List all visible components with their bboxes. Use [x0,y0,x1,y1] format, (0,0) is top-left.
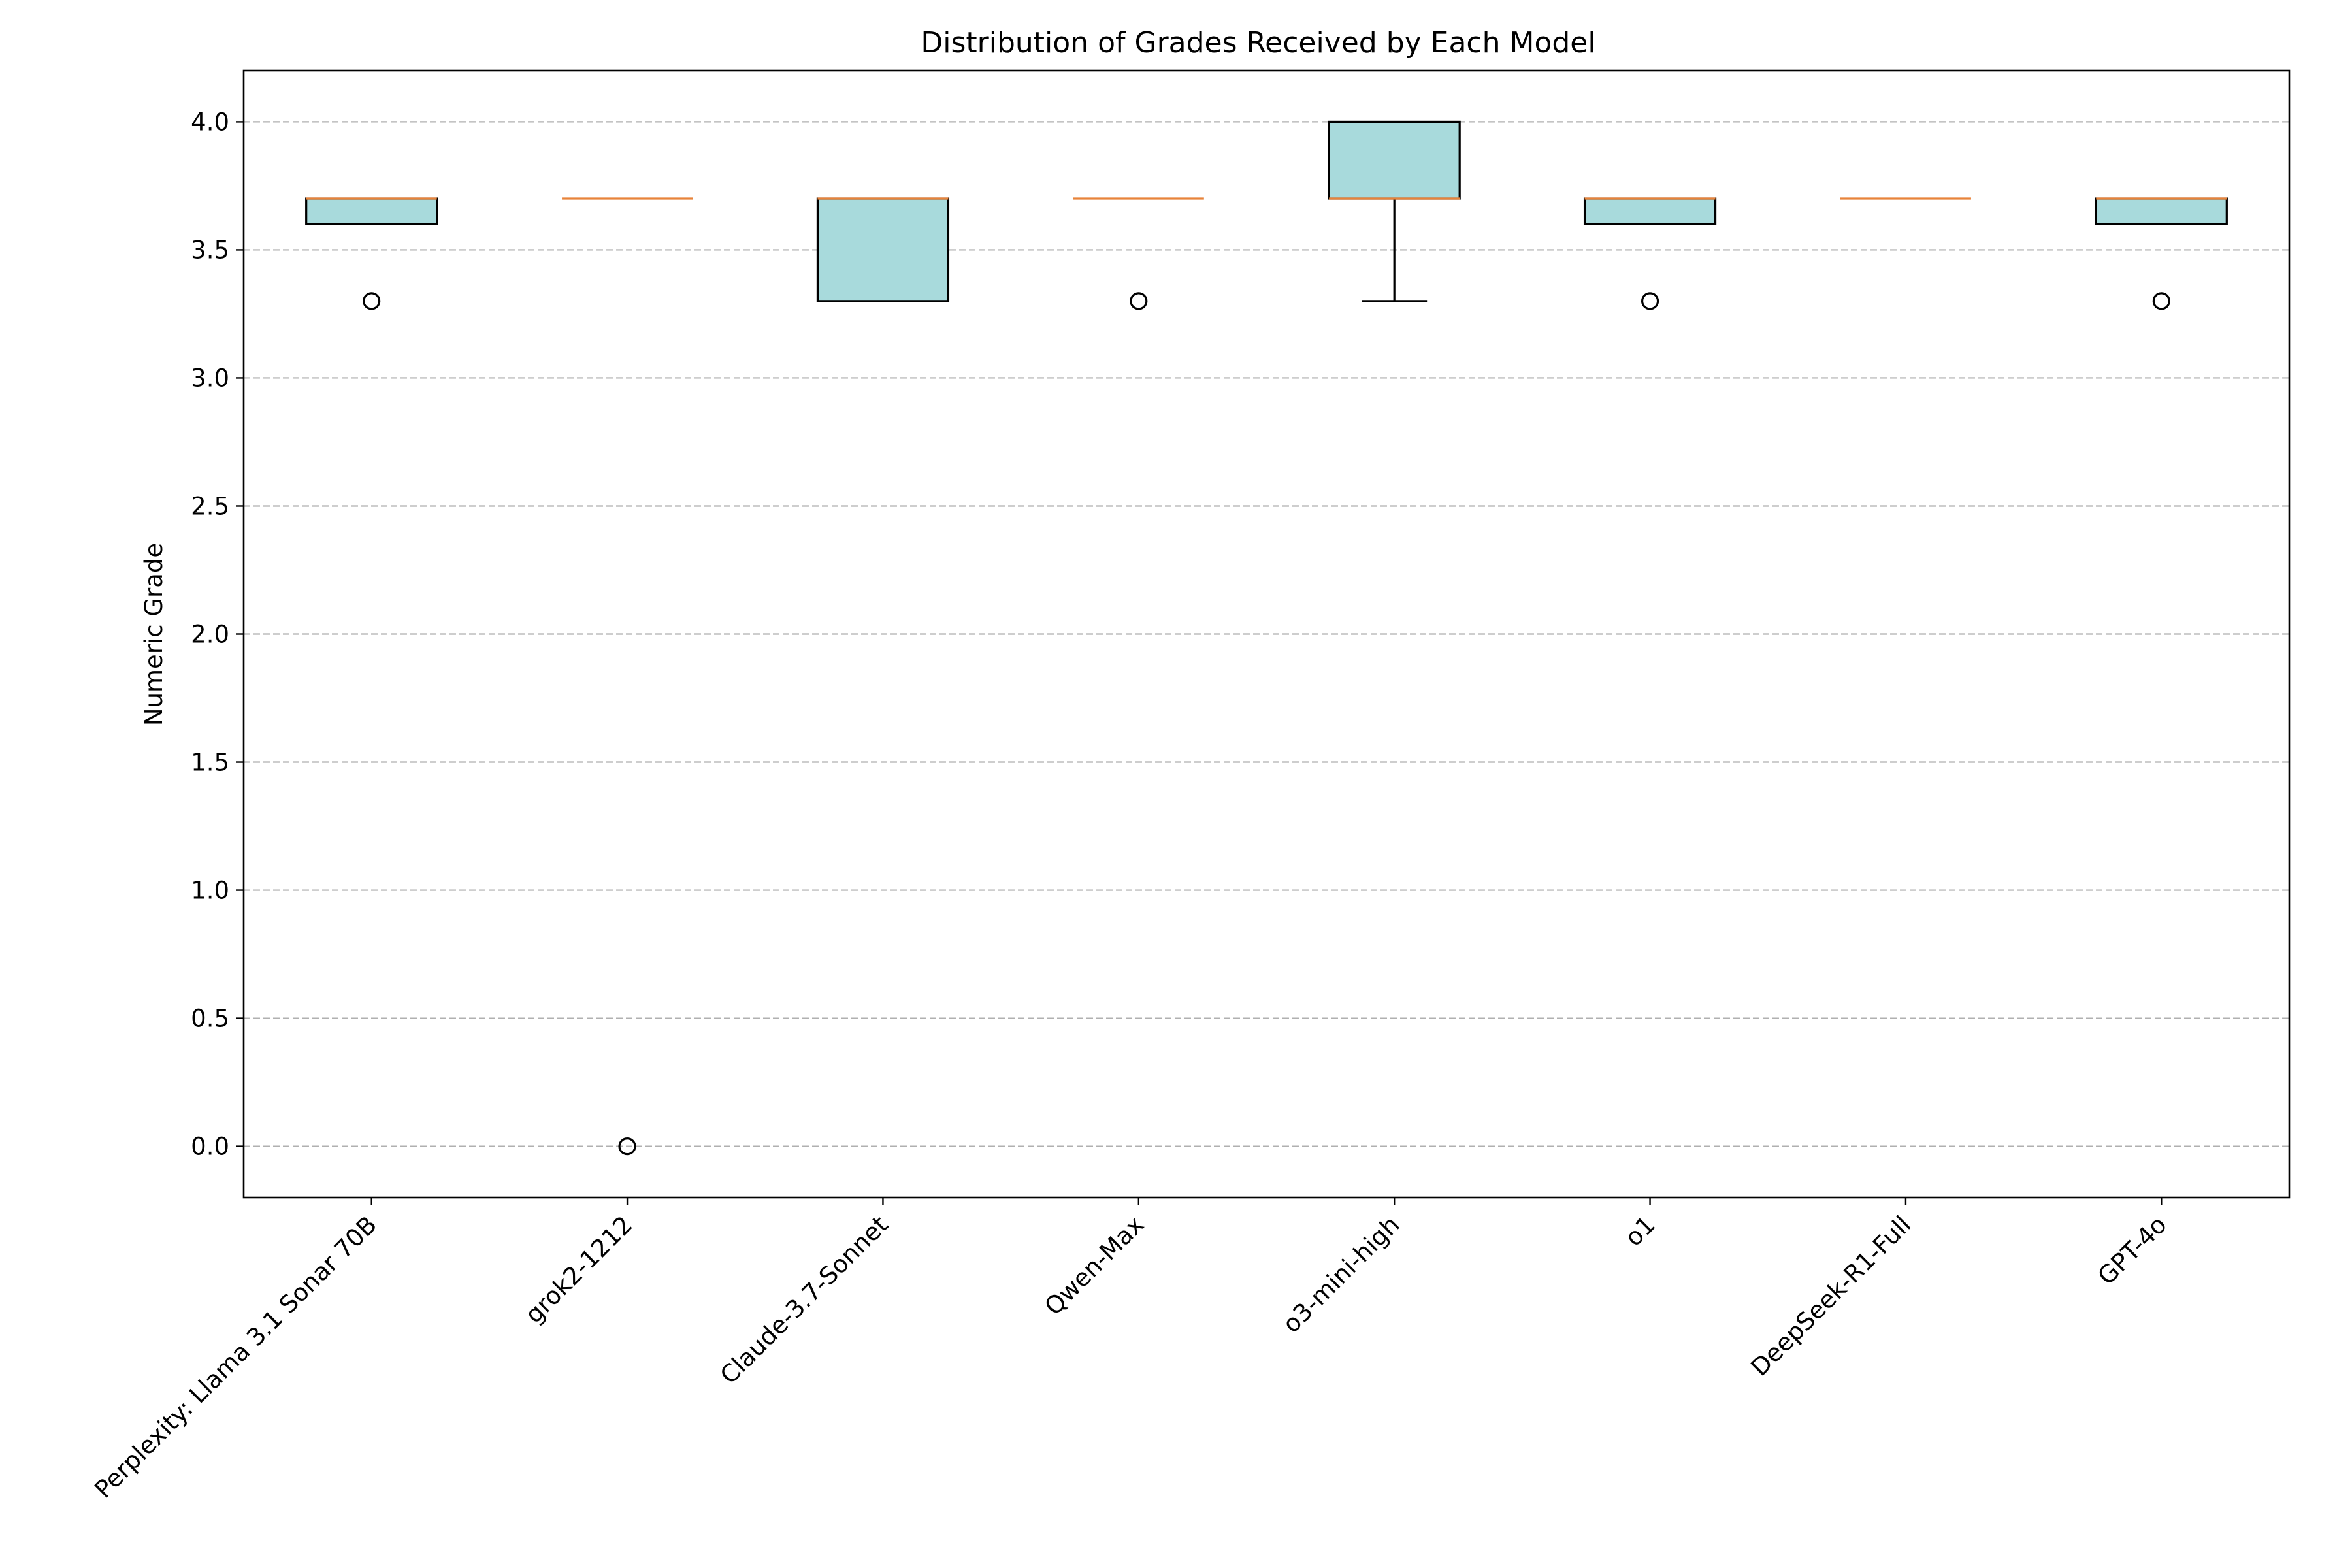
box-group [816,197,950,302]
boxes [305,120,2228,1156]
y-axis-ticks: 0.0 0.5 1.0 1.5 2.0 2.5 3.0 3.5 4.0 [191,108,244,1161]
y-tick-label: 2.5 [191,492,229,520]
outlier-point [1130,292,1148,310]
gridlines [244,121,2289,1147]
box-group [562,197,693,1156]
box-group [1073,197,1204,310]
chart-title: Distribution of Grades Received by Each … [921,26,1595,59]
y-tick-label: 1.5 [191,749,229,777]
y-axis-label: Numeric Grade [140,543,168,726]
box-group [305,197,438,310]
y-tick-label: 1.0 [191,877,229,905]
outlier-point [618,1137,636,1156]
y-tick-label: 0.5 [191,1005,229,1033]
box-iqr [1328,120,1461,200]
y-tick-label: 3.5 [191,236,229,264]
box-group [2095,197,2228,310]
outlier-point [363,292,381,310]
y-tick-label: 2.0 [191,621,229,649]
box-iqr [816,197,950,302]
outlier-point [1641,292,1659,310]
y-tick-label: 0.0 [191,1133,229,1161]
box-group [1328,120,1461,302]
y-tick-label: 4.0 [191,108,229,136]
box-iqr [305,197,438,225]
y-tick-label: 3.0 [191,364,229,392]
box-group [1583,197,1717,310]
box-iqr [2095,197,2228,225]
outlier-point [2152,292,2170,310]
box-iqr [1583,197,1717,225]
